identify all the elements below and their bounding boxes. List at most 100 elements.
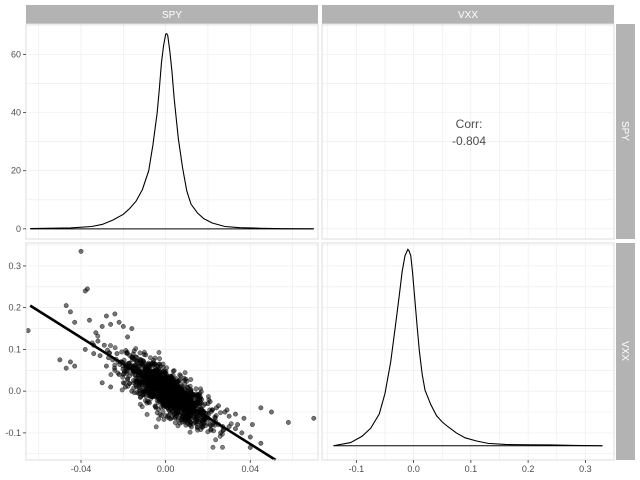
scatter-point	[160, 409, 166, 415]
scatter-point	[84, 286, 90, 292]
scatter-point	[129, 326, 135, 331]
scatter-point	[125, 334, 131, 340]
scatter-point	[153, 424, 159, 430]
scatter-point	[119, 349, 125, 355]
scatter-point	[156, 416, 162, 422]
scatter-point	[176, 383, 182, 389]
scatter-point	[194, 415, 200, 421]
strip-row-vxx	[616, 243, 635, 460]
scatter-point	[137, 358, 143, 364]
scatter-point	[180, 407, 186, 412]
scatter-point	[188, 377, 194, 382]
scatter-point	[141, 360, 147, 366]
scatter-point	[184, 414, 190, 420]
scatter-point	[167, 410, 173, 416]
scatter-point	[239, 430, 245, 436]
vxx-density-x-tick-label: 0.2	[522, 464, 535, 474]
scatter-point	[105, 347, 110, 353]
scatter-point	[91, 351, 97, 357]
scatter-point	[165, 414, 171, 420]
scatter-y-tick-label: 0.2	[8, 303, 21, 313]
panel-scatter: -0.1 0.0 0.1 0.2 0.3 -0.04 0.00 0.04	[5, 242, 319, 474]
scatter-point	[205, 410, 211, 416]
scatter-point	[138, 379, 144, 385]
scatter-point	[142, 368, 148, 374]
scatter-point	[156, 375, 162, 381]
scatter-point	[99, 324, 105, 329]
scatter-point	[188, 386, 194, 392]
panel-correlation: Corr: -0.804	[321, 23, 615, 240]
strip-row-vxx-label: VXX	[619, 341, 630, 361]
panel-vxx-density-grid	[322, 243, 614, 460]
scatter-point	[173, 411, 179, 416]
spy-density-y-tick-label: 0	[16, 224, 21, 234]
scatter-point	[124, 351, 130, 356]
scatter-point	[213, 437, 219, 443]
spy-density-y-axis: 0 20 40 60	[11, 50, 26, 234]
scatter-point	[108, 372, 114, 378]
scatter-point	[241, 415, 247, 421]
scatter-point	[115, 370, 121, 376]
scatter-point	[193, 386, 199, 392]
scatter-point	[233, 426, 238, 432]
scatter-point	[175, 423, 181, 429]
scatter-point	[129, 370, 135, 376]
strip-col-vxx	[322, 5, 614, 24]
scatter-point	[177, 392, 183, 398]
scatter-point	[157, 396, 163, 402]
scatter-point	[108, 321, 114, 327]
panel-spy-density-grid	[26, 24, 318, 239]
scatter-point	[228, 421, 234, 427]
scatter-point	[188, 393, 194, 399]
scatter-point	[114, 351, 120, 357]
scatter-point	[130, 355, 135, 361]
scatter-point	[233, 411, 238, 417]
panel-scatter-grid	[26, 243, 318, 460]
scatter-point	[160, 401, 166, 407]
scatter-y-axis: -0.1 0.0 0.1 0.2 0.3	[5, 261, 26, 438]
scatter-point	[122, 380, 128, 386]
scatter-point	[151, 357, 157, 363]
scatter-point	[198, 421, 204, 427]
spy-density-y-tick-label: 20	[11, 166, 21, 176]
scatter-point	[164, 382, 169, 388]
scatter-point	[120, 374, 126, 380]
scatter-x-tick-label: -0.04	[71, 464, 92, 474]
scatter-y-tick-label: 0.0	[8, 386, 21, 396]
scatter-point	[141, 389, 147, 395]
scatter-point	[175, 379, 180, 385]
scatter-point	[57, 357, 63, 363]
scatter-point	[194, 425, 200, 431]
scatter-point	[219, 431, 225, 437]
scatter-point	[97, 353, 103, 359]
panel-spy-density-border	[25, 23, 319, 240]
scatter-point	[108, 343, 113, 348]
scatter-point	[142, 398, 148, 404]
scatter-point	[148, 396, 154, 402]
scatter-point	[134, 390, 140, 395]
scatter-point	[210, 407, 215, 413]
scatter-point	[137, 350, 143, 356]
scatter-point	[108, 384, 114, 390]
scatter-point	[194, 396, 200, 402]
scatter-point	[112, 345, 118, 351]
scatter-point	[220, 444, 225, 450]
scatter-point	[224, 407, 230, 413]
scatter-point	[127, 380, 132, 386]
scatter-point	[63, 365, 69, 371]
scatter-point	[285, 419, 291, 425]
scatter-point	[67, 309, 73, 315]
scatter-point	[72, 319, 78, 325]
scatter-point	[112, 362, 118, 368]
scatter-x-tick-label: 0.04	[242, 464, 260, 474]
scatter-point	[72, 363, 78, 369]
scatter-point	[78, 248, 84, 254]
scatter-point	[163, 374, 168, 380]
scatter-point	[235, 422, 241, 427]
scatter-point	[151, 386, 157, 392]
scatter-x-tick-label: 0.00	[157, 464, 175, 474]
scatter-point	[127, 360, 133, 366]
scatter-point	[120, 366, 126, 372]
